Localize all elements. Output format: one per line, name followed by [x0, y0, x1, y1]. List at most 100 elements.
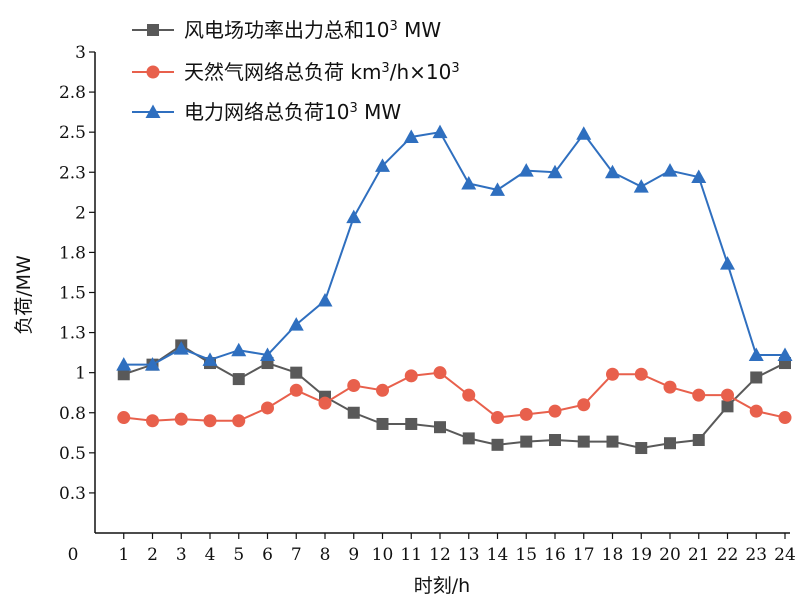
data-point — [606, 367, 619, 381]
data-point — [634, 367, 648, 381]
data-point — [232, 373, 245, 386]
y-tick-label: 2.5 — [59, 123, 86, 143]
data-point — [117, 411, 131, 425]
data-point — [662, 163, 678, 177]
x-tick-label: 4 — [205, 545, 216, 565]
data-point — [605, 164, 620, 179]
x-tick-label: 21 — [688, 545, 710, 565]
x-axis-title: 时刻/h — [414, 575, 470, 597]
data-point — [491, 438, 504, 451]
y-tick-label: 2 — [75, 203, 86, 223]
y-tick-label: 2.8 — [59, 83, 86, 103]
data-point — [203, 414, 217, 428]
data-point — [519, 407, 533, 421]
data-point — [117, 368, 130, 381]
data-point — [748, 347, 764, 362]
data-point — [462, 432, 475, 445]
data-point — [146, 414, 159, 428]
data-point — [721, 388, 734, 402]
x-tick-label: 24 — [774, 545, 796, 565]
x-tick-label: 14 — [487, 545, 509, 565]
data-point — [547, 164, 563, 179]
legend-item-3: 电力网络总负荷103 MW — [132, 100, 401, 124]
series-2 — [117, 366, 792, 428]
data-point — [462, 388, 476, 402]
data-point — [260, 347, 275, 362]
data-point — [290, 366, 303, 379]
data-point — [376, 383, 389, 397]
x-tick-label: 22 — [717, 545, 739, 565]
data-point — [145, 357, 160, 371]
data-point — [432, 124, 448, 139]
data-point — [663, 380, 677, 394]
data-point — [576, 126, 592, 140]
data-point — [577, 398, 591, 412]
data-point — [261, 401, 274, 415]
legend-label: 天然气网络总负荷 km3/h×103 — [184, 60, 460, 84]
x-axis-ticks: 0 1 2 3 4 5 6 7 8 9 10 11 12 13 14 15 16 17 18 19 20 21 22 23 24 — [68, 533, 796, 565]
data-point — [405, 417, 418, 430]
legend-item-1: 风电场功率出力总和103 MW — [132, 18, 441, 42]
data-point — [606, 435, 619, 448]
series-line — [123, 131, 785, 366]
data-point — [549, 434, 561, 447]
x-tick-label: 3 — [176, 545, 187, 565]
data-point — [433, 366, 447, 380]
legend-item-2: 天然气网络总负荷 km3/h×103 — [132, 60, 460, 84]
x-tick-label: 0 — [68, 545, 79, 565]
data-point — [577, 435, 590, 448]
x-tick-label: 2 — [147, 545, 158, 565]
legend-marker — [147, 24, 159, 36]
series-layer — [116, 124, 793, 455]
data-point — [375, 158, 390, 172]
data-point — [777, 347, 793, 362]
x-tick-label: 23 — [745, 545, 767, 565]
data-point — [518, 163, 534, 177]
data-point — [403, 129, 419, 143]
y-tick-label: 1.5 — [59, 284, 86, 304]
chart-axes — [94, 52, 790, 534]
data-point — [317, 293, 333, 307]
x-tick-label: 6 — [262, 545, 273, 565]
data-point — [692, 388, 706, 402]
data-point — [202, 352, 218, 366]
x-tick-label: 10 — [372, 545, 394, 565]
data-point — [635, 442, 648, 455]
data-point — [664, 437, 676, 450]
y-tick-label: 0.8 — [59, 404, 86, 424]
y-tick-label: 3 — [75, 43, 86, 63]
legend: 风电场功率出力总和103 MW 天然气网络总负荷 km3/h×103 电力网络总负荷… — [132, 18, 460, 124]
x-tick-label: 5 — [233, 545, 244, 565]
legend-marker — [146, 65, 160, 79]
data-point — [289, 383, 303, 397]
data-point — [173, 341, 189, 355]
data-point — [548, 404, 562, 418]
data-point — [231, 342, 247, 357]
x-tick-label: 13 — [458, 545, 480, 565]
x-tick-label: 19 — [630, 545, 652, 565]
x-tick-label: 9 — [348, 545, 359, 565]
y-tick-label: 1 — [75, 364, 86, 384]
series-3 — [116, 124, 793, 371]
data-point — [750, 371, 763, 384]
data-point — [434, 421, 446, 434]
data-point — [721, 400, 734, 413]
legend-label: 风电场功率出力总和103 MW — [184, 18, 441, 42]
data-point — [633, 179, 649, 193]
data-point — [461, 175, 477, 190]
y-tick-label: 0.3 — [59, 484, 86, 504]
data-point — [520, 435, 533, 448]
x-tick-label: 17 — [573, 545, 595, 565]
data-point — [347, 378, 361, 392]
data-point — [318, 396, 332, 410]
data-point — [749, 404, 763, 418]
x-tick-label: 18 — [602, 545, 624, 565]
x-tick-label: 7 — [291, 545, 302, 565]
data-point — [346, 209, 362, 224]
x-tick-label: 12 — [429, 545, 451, 565]
y-axis-title: 负荷/MW — [13, 255, 35, 335]
y-tick-label: 2.3 — [59, 163, 86, 183]
data-point — [778, 411, 792, 425]
data-point — [288, 317, 304, 331]
data-point — [692, 434, 705, 447]
